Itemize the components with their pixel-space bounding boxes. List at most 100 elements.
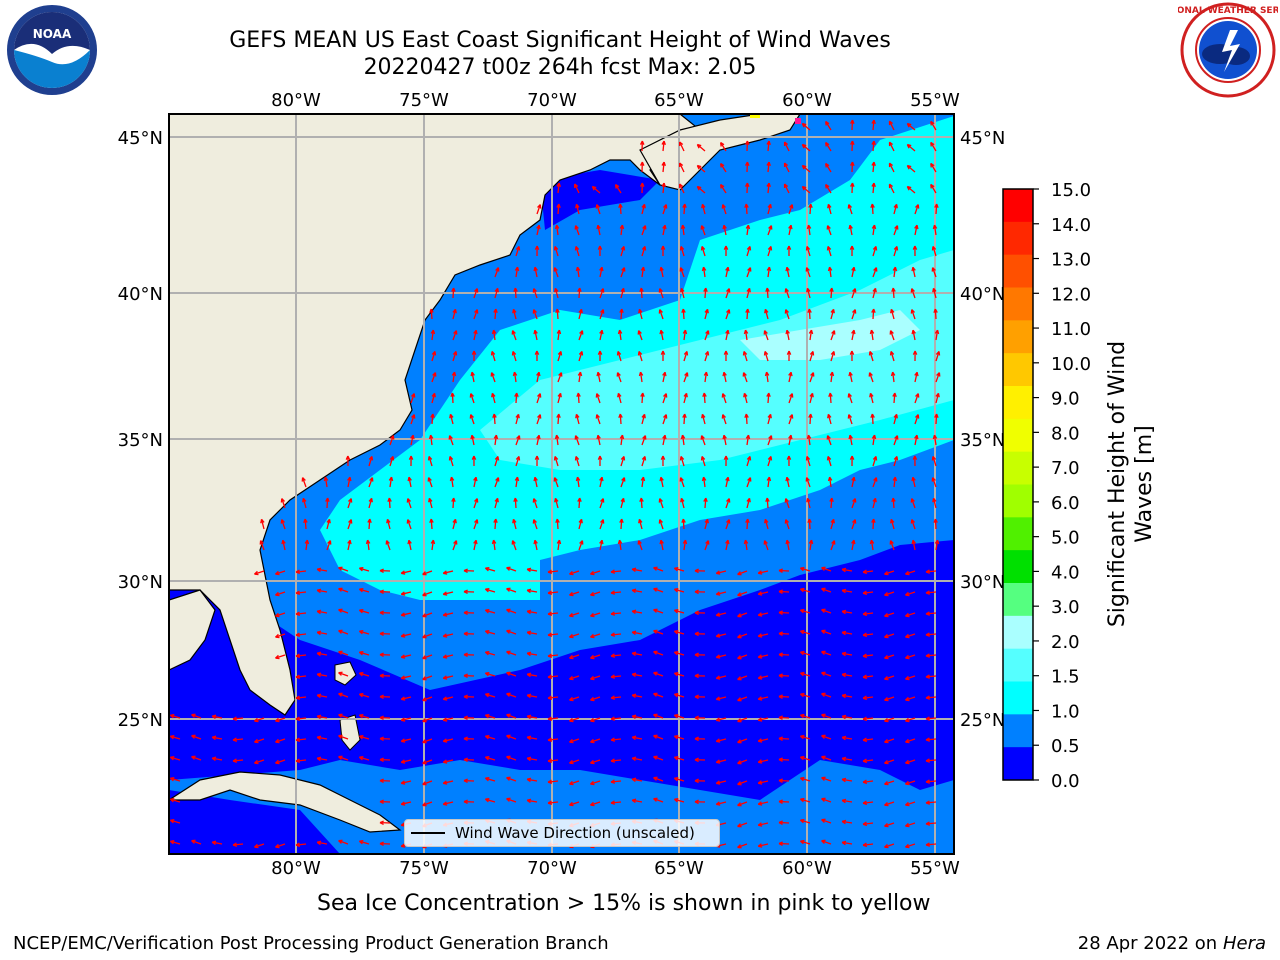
wind-arrow	[641, 267, 645, 278]
wind-arrow	[884, 675, 895, 680]
wind-arrow-head	[841, 735, 847, 739]
wind-arrow	[326, 540, 332, 551]
wind-arrow	[452, 287, 455, 299]
wind-arrow	[389, 477, 393, 488]
wind-arrow-head	[547, 674, 552, 678]
wind-arrow-head	[912, 476, 916, 481]
wind-arrow-head	[516, 392, 519, 397]
wind-arrow-head	[848, 414, 853, 418]
wind-arrow-head	[485, 755, 490, 758]
wind-arrow	[401, 654, 412, 658]
wind-arrow	[725, 540, 729, 551]
wind-arrow-head	[851, 350, 855, 355]
wind-arrow	[783, 141, 790, 152]
wind-arrow-head	[254, 759, 258, 764]
wind-arrow-head	[745, 203, 749, 208]
wind-arrow	[746, 267, 752, 278]
wind-arrow-head	[768, 392, 771, 398]
wind-arrow	[527, 799, 538, 803]
wind-arrow-head	[638, 308, 643, 313]
wind-arrow-head	[674, 776, 679, 779]
wind-arrow-head	[825, 162, 830, 167]
wind-arrow-head	[757, 801, 762, 805]
wind-arrow	[305, 540, 308, 551]
wind-arrow-head	[674, 671, 679, 674]
wind-arrow	[359, 714, 370, 719]
wind-arrow-head	[170, 797, 175, 800]
wind-arrow	[778, 800, 790, 803]
wind-arrow-head	[610, 695, 615, 699]
wind-arrow-head	[463, 757, 468, 761]
wind-arrow-head	[590, 738, 594, 743]
wind-arrow-head	[705, 287, 708, 292]
wind-arrow-head	[261, 518, 265, 523]
wind-arrow-head	[622, 498, 625, 503]
wind-arrow	[935, 351, 940, 362]
wind-arrow-head	[682, 308, 686, 313]
wind-arrow	[746, 308, 749, 320]
wind-arrow-head	[869, 351, 874, 355]
wind-arrow	[763, 330, 769, 341]
wind-arrow	[610, 717, 622, 720]
wind-arrow	[737, 780, 748, 786]
wind-arrow	[805, 477, 811, 488]
wind-arrow	[800, 588, 811, 593]
wind-arrow	[935, 540, 939, 551]
wind-arrow-head	[870, 539, 875, 544]
wind-arrow	[766, 287, 769, 299]
wind-arrow	[821, 588, 832, 593]
wind-arrow	[683, 203, 686, 215]
wind-arrow-head	[232, 737, 237, 741]
wind-arrow-head	[463, 736, 468, 740]
wind-arrow-head	[597, 371, 601, 376]
wind-arrow	[930, 184, 937, 194]
land-bahamas	[334, 661, 357, 686]
wind-arrow-head	[768, 266, 772, 272]
colorbar-segment	[1003, 221, 1033, 256]
wind-arrow-head	[463, 589, 468, 593]
wind-arrow-head	[493, 329, 497, 334]
wind-arrow	[515, 477, 519, 488]
wind-arrow-head	[873, 161, 876, 167]
wind-arrow-head	[875, 456, 878, 461]
wind-arrow	[578, 351, 583, 362]
wind-arrow-head	[485, 734, 490, 737]
wind-arrow-head	[851, 161, 855, 166]
wind-arrow	[359, 735, 370, 740]
wind-arrow-head	[764, 308, 769, 313]
wind-arrow	[471, 372, 475, 383]
wind-arrow	[925, 654, 937, 657]
wind-arrow	[431, 393, 436, 404]
wind-arrow-head	[684, 203, 687, 209]
wind-arrow-head	[640, 371, 644, 376]
wind-arrow-head	[705, 497, 708, 503]
wind-arrow-head	[579, 497, 582, 502]
wind-arrow	[925, 801, 937, 804]
wind-arrow	[599, 477, 603, 488]
lat-labels-right: 45°N 40°N 35°N 30°N 25°N	[960, 128, 1005, 731]
wind-arrow	[786, 330, 790, 341]
wind-arrow-head	[905, 801, 909, 806]
wind-arrow-head	[538, 372, 541, 377]
wind-arrow	[616, 372, 622, 383]
wind-arrow-head	[632, 588, 637, 591]
wind-arrow	[934, 308, 937, 320]
wind-arrow	[578, 497, 581, 509]
wind-arrow-head	[788, 455, 792, 460]
wind-arrow	[825, 121, 832, 131]
wind-arrow	[842, 589, 853, 593]
wind-arrow-head	[349, 477, 352, 482]
wind-arrow-head	[575, 203, 580, 208]
wind-arrow-head	[369, 518, 372, 524]
wind-arrow-head	[825, 120, 830, 125]
wind-arrow	[716, 654, 727, 659]
wind-arrow-head	[533, 288, 538, 292]
wind-arrow	[786, 540, 790, 551]
wind-arrow-head	[862, 569, 867, 573]
wind-arrow-head	[579, 287, 582, 292]
wind-arrow	[821, 672, 832, 677]
wind-arrow	[830, 330, 836, 341]
wind-arrow	[716, 675, 727, 680]
wind-arrow-head	[281, 519, 285, 523]
wind-arrow	[590, 780, 601, 785]
